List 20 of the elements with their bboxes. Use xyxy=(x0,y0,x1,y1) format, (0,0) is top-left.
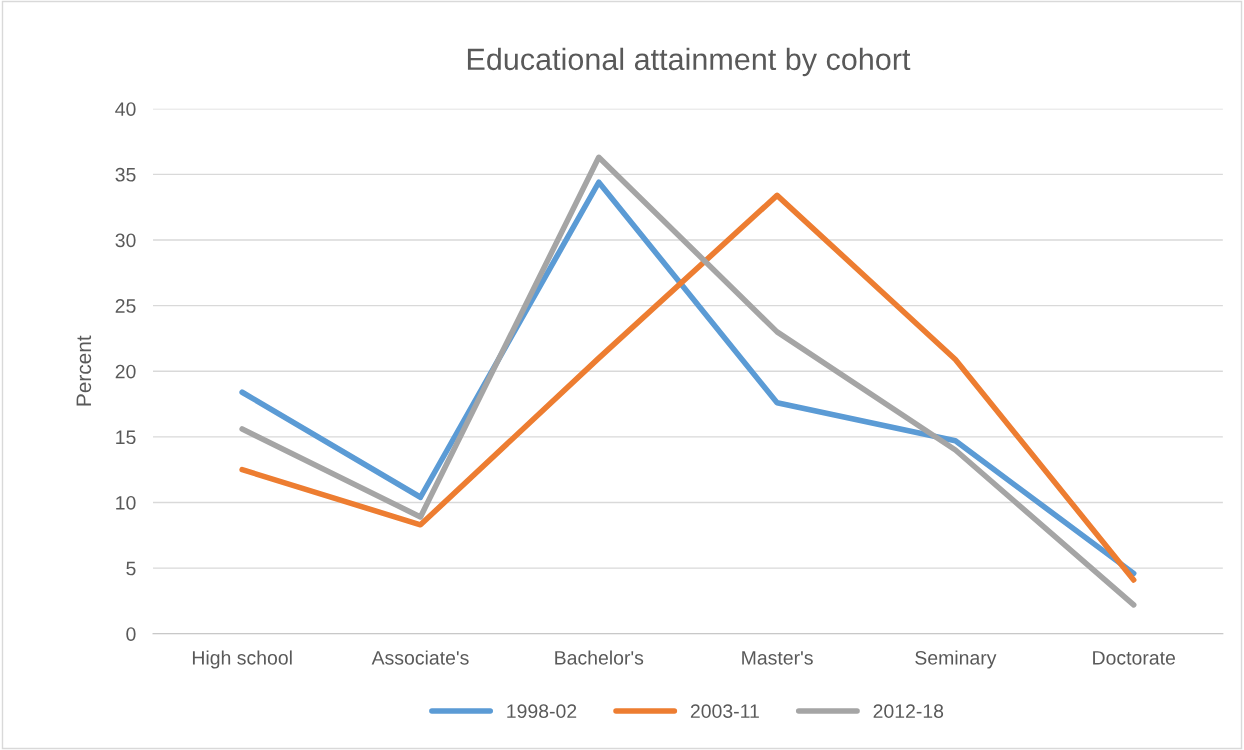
legend-label: 2012-18 xyxy=(873,704,944,719)
y-tick-label: 0 xyxy=(126,627,136,641)
y-tick-label: 20 xyxy=(115,364,136,379)
x-tick-label: Associate's xyxy=(371,650,469,665)
y-tick-label: 15 xyxy=(116,430,136,445)
legend-label: 2003-11 xyxy=(690,704,759,719)
y-tick-label: 25 xyxy=(115,299,136,313)
x-tick-label: High school xyxy=(192,650,292,669)
y-tick-label: 35 xyxy=(115,167,136,182)
x-tick-label: Bachelor's xyxy=(555,650,644,665)
y-tick-label: 5 xyxy=(126,561,136,576)
y-tick-label: 30 xyxy=(115,233,136,248)
x-tick-label: Seminary xyxy=(915,650,997,669)
x-tick-label: Master's xyxy=(742,651,813,665)
legend-label: 1998-02 xyxy=(507,704,577,719)
x-tick-label: Doctorate xyxy=(1093,651,1175,665)
y-axis-title: Percent xyxy=(76,335,92,406)
y-tick-label: 40 xyxy=(115,102,136,116)
y-tick-label: 10 xyxy=(116,495,136,510)
chart-title: Educational attainment by cohort xyxy=(467,47,911,77)
